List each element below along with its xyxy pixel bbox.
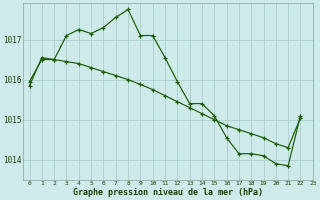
X-axis label: Graphe pression niveau de la mer (hPa): Graphe pression niveau de la mer (hPa) <box>73 188 263 197</box>
